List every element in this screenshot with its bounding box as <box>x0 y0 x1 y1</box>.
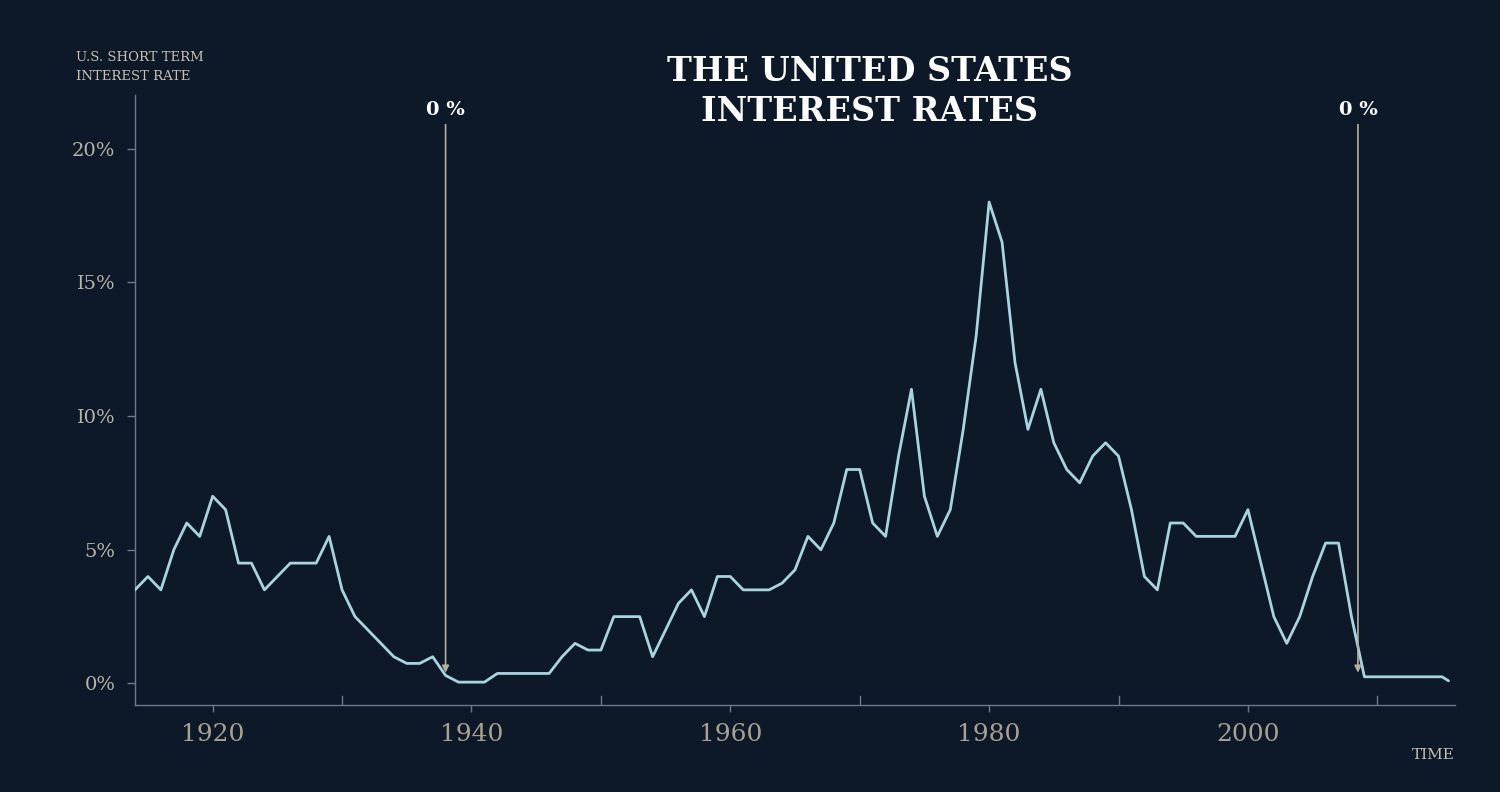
Text: TIME: TIME <box>1412 748 1455 762</box>
Text: U.S. SHORT TERM
INTEREST RATE: U.S. SHORT TERM INTEREST RATE <box>75 51 204 83</box>
Text: 0 %: 0 % <box>1338 101 1377 119</box>
Text: 0 %: 0 % <box>426 101 465 119</box>
Text: THE UNITED STATES
INTEREST RATES: THE UNITED STATES INTEREST RATES <box>668 55 1072 128</box>
